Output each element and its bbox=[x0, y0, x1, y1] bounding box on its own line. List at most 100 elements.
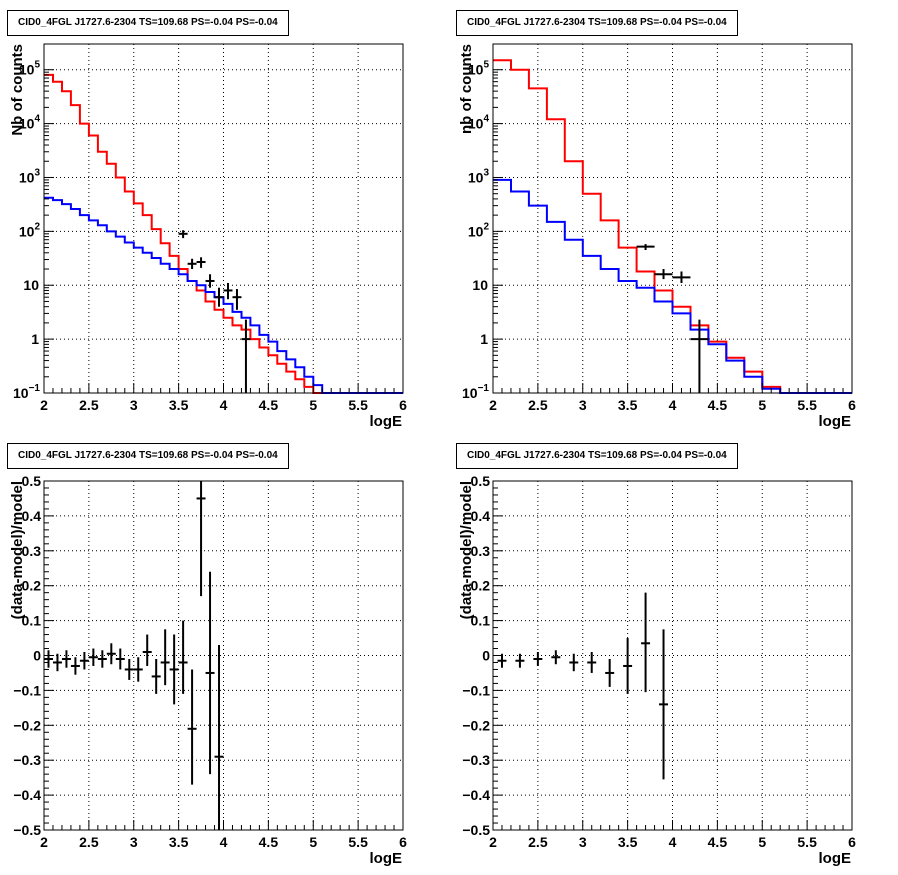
data-point bbox=[497, 653, 507, 668]
x-tick-label: 6 bbox=[848, 834, 856, 850]
x-tick-label: 2 bbox=[489, 834, 497, 850]
y-tick-label: −0.5 bbox=[462, 822, 490, 838]
x-tick-label: 2 bbox=[40, 834, 48, 850]
y-tick-label: −0.3 bbox=[13, 752, 41, 768]
x-tick-label: 6 bbox=[399, 834, 407, 850]
y-tick-label: −0.1 bbox=[13, 682, 41, 698]
chart-svg: 2 2.5 3 3.5 4 4.5 5 5.5 6 −0.5 −0.4 −0.3 −0.2 −0.1 0 0.… bbox=[9, 473, 407, 867]
chart-svg: 2 2.5 3 3.5 4 4.5 5 5.5 6 10−1 1 10 102 103 104 105 logE… bbox=[9, 43, 407, 430]
chart-title: CID0_4FGL J1727.6-2304 TS=109.68 PS=-0.0… bbox=[7, 443, 289, 469]
x-tick-label: 6 bbox=[399, 397, 407, 413]
chart-svg: 2 2.5 3 3.5 4 4.5 5 5.5 6 −0.5 −0.4 −0.3 −0.2 −0.1 0 0.… bbox=[458, 473, 856, 867]
y-tick-label: 102 bbox=[468, 221, 490, 239]
data-point bbox=[515, 653, 525, 668]
residual-panel-bottom-right: 2 2.5 3 3.5 4 4.5 5 5.5 6 −0.5 −0.4 −0.3 −0.2 −0.1 0 0.… bbox=[449, 437, 898, 874]
y-tick-label: 10 bbox=[472, 277, 488, 293]
x-tick-label: 2.5 bbox=[528, 397, 548, 413]
series-line-0 bbox=[493, 59, 852, 394]
grid bbox=[44, 481, 403, 830]
x-tick-label: 4 bbox=[669, 834, 677, 850]
y-tick-label: 103 bbox=[468, 167, 490, 185]
chart-title: CID0_4FGL J1727.6-2304 TS=109.68 PS=-0.0… bbox=[456, 443, 738, 469]
data-point bbox=[79, 652, 89, 670]
data-point bbox=[533, 652, 543, 666]
y-tick-label: −0.1 bbox=[462, 682, 490, 698]
y-tick-label: 0.4 bbox=[471, 508, 491, 524]
data-point bbox=[178, 620, 188, 694]
chart-svg: 2 2.5 3 3.5 4 4.5 5 5.5 6 10−1 1 10 102 103 104 105 logE… bbox=[458, 43, 856, 430]
data-point bbox=[178, 230, 188, 239]
y-tick-label: 0 bbox=[482, 648, 490, 664]
y-tick-label: 0.1 bbox=[471, 613, 491, 629]
chart-title: CID0_4FGL J1727.6-2304 TS=109.68 PS=-0.0… bbox=[456, 10, 738, 36]
y-tick-label: −0.5 bbox=[13, 822, 41, 838]
x-axis-label: logE bbox=[370, 413, 403, 430]
x-tick-label: 3.5 bbox=[169, 834, 189, 850]
y-tick-label: 0.4 bbox=[22, 508, 42, 524]
series-line-1 bbox=[44, 196, 403, 394]
data-point bbox=[187, 669, 197, 785]
data-point bbox=[214, 645, 224, 830]
x-tick-label: 3.5 bbox=[618, 834, 638, 850]
data-point bbox=[551, 650, 561, 665]
x-axis-label: logE bbox=[819, 413, 852, 430]
data-point bbox=[636, 244, 655, 251]
chart-title: CID0_4FGL J1727.6-2304 TS=109.68 PS=-0.0… bbox=[7, 10, 289, 36]
y-axis-label: (data-model)/model bbox=[9, 481, 26, 619]
data-point bbox=[151, 658, 161, 694]
data-point bbox=[205, 274, 215, 288]
y-tick-label: 0.3 bbox=[471, 543, 491, 559]
x-tick-label: 2.5 bbox=[528, 834, 548, 850]
x-tick-label: 3 bbox=[130, 834, 138, 850]
data-point bbox=[587, 652, 597, 673]
y-axis-label: (data-model)/model bbox=[458, 481, 475, 619]
data-point bbox=[106, 643, 116, 665]
y-tick-label: 103 bbox=[19, 167, 41, 185]
data-point bbox=[97, 650, 107, 668]
x-tick-label: 3.5 bbox=[618, 397, 638, 413]
x-tick-label: 4 bbox=[669, 397, 677, 413]
x-tick-label: 4.5 bbox=[259, 397, 279, 413]
data-point bbox=[659, 629, 669, 780]
x-tick-label: 5 bbox=[758, 397, 766, 413]
y-tick-label: 105 bbox=[468, 60, 490, 78]
y-tick-label: 0.2 bbox=[22, 578, 42, 594]
y-axis-label: nb of counts bbox=[458, 44, 475, 134]
x-tick-label: 4.5 bbox=[708, 397, 728, 413]
y-tick-label: 104 bbox=[19, 114, 41, 132]
data-point bbox=[569, 653, 579, 672]
y-tick-label: −0.4 bbox=[462, 787, 490, 803]
x-tick-label: 3 bbox=[130, 397, 138, 413]
data-point bbox=[142, 634, 152, 666]
x-tick-label: 3.5 bbox=[169, 397, 189, 413]
y-tick-label: −0.4 bbox=[13, 787, 41, 803]
data-point bbox=[690, 319, 709, 393]
data-point bbox=[232, 289, 242, 310]
data-point bbox=[160, 629, 170, 686]
data-point bbox=[205, 571, 215, 775]
y-tick-label: 104 bbox=[468, 114, 490, 132]
data-point bbox=[44, 650, 53, 668]
y-tick-label: 10−1 bbox=[13, 383, 40, 401]
x-tick-label: 6 bbox=[848, 397, 856, 413]
data-point bbox=[70, 657, 80, 675]
y-tick-label: 0.2 bbox=[471, 578, 491, 594]
data-point bbox=[115, 648, 125, 670]
y-tick-label: 1 bbox=[31, 331, 39, 347]
data-point bbox=[672, 271, 691, 284]
x-tick-label: 4.5 bbox=[259, 834, 279, 850]
data-point bbox=[196, 481, 206, 597]
data-point bbox=[133, 657, 143, 682]
x-tick-label: 2.5 bbox=[79, 834, 99, 850]
data-point bbox=[52, 653, 62, 672]
y-tick-label: 1 bbox=[480, 331, 488, 347]
data-point bbox=[223, 283, 233, 300]
data-point bbox=[623, 638, 633, 694]
x-tick-label: 2.5 bbox=[79, 397, 99, 413]
y-tick-label: 105 bbox=[19, 60, 41, 78]
x-tick-label: 5.5 bbox=[348, 397, 368, 413]
x-tick-label: 2 bbox=[40, 397, 48, 413]
data-point bbox=[169, 634, 179, 705]
y-tick-label: −0.2 bbox=[13, 717, 41, 733]
x-axis-label: logE bbox=[370, 850, 403, 867]
